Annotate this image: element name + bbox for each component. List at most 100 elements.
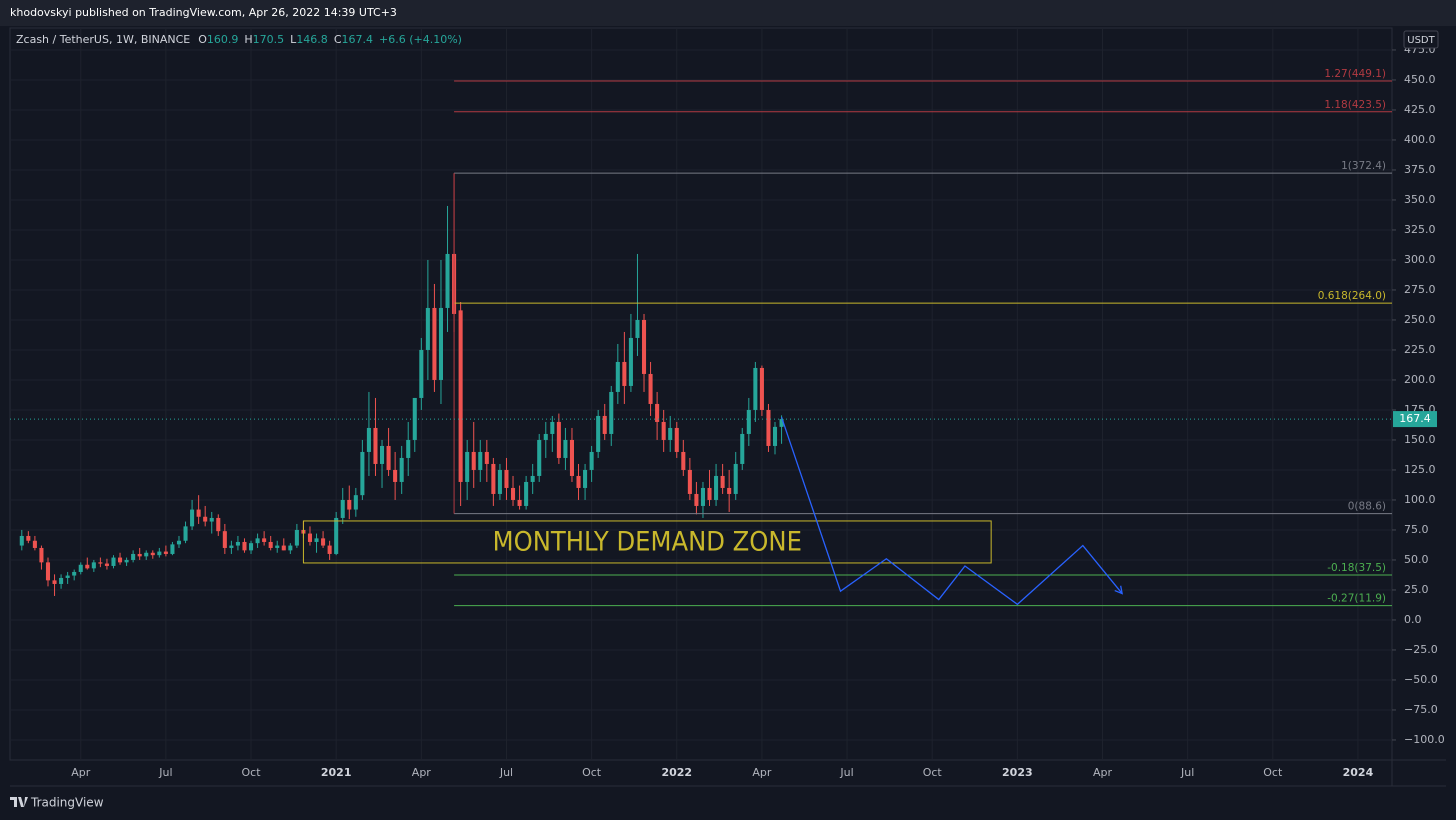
ohlc-value: 146.8	[296, 33, 328, 46]
candle-body	[589, 451, 594, 470]
candle-body	[576, 475, 581, 488]
candle-body	[176, 540, 182, 545]
candle-body	[727, 487, 732, 494]
currency-badge	[1403, 30, 1439, 49]
y-tick-label: 200.0	[1404, 373, 1436, 386]
candle-body	[118, 557, 123, 563]
candle-body	[78, 564, 83, 572]
x-tick-label: Jul	[839, 766, 853, 779]
pane	[9, 27, 1393, 761]
candle-body	[504, 469, 509, 488]
candle-body	[419, 349, 424, 398]
candle-body	[45, 562, 51, 581]
candle-body	[563, 439, 568, 458]
candle-body	[406, 439, 411, 458]
candle-body	[314, 538, 319, 542]
candle-body	[144, 552, 149, 557]
x-tick-label: Oct	[1263, 766, 1283, 779]
candle-body	[445, 253, 450, 308]
candle-body	[340, 499, 345, 518]
price-badge	[1393, 411, 1437, 428]
candle-body	[327, 545, 332, 554]
candle-body	[268, 541, 273, 548]
candle-body	[628, 337, 633, 386]
logo-mark	[10, 797, 28, 807]
candle-body	[288, 545, 293, 551]
candle-body	[393, 469, 398, 482]
fib-label: 0(88.6)	[1348, 501, 1386, 513]
y-tick-label: 375.0	[1404, 163, 1436, 176]
candle-body	[347, 499, 352, 510]
ohlc-value: 160.9	[207, 33, 239, 46]
candle-body	[366, 427, 371, 452]
overlay: 1.27(449.1) 1.18(423.5) 1(372.4) 0.618(264.…	[10, 68, 1437, 607]
candle-body	[471, 451, 476, 470]
candle-body	[720, 475, 725, 488]
candle-body	[491, 463, 496, 494]
fib-label: 1.27(449.1)	[1324, 68, 1386, 80]
x-tick-label: Jul	[158, 766, 172, 779]
x-tick-label: Apr	[71, 766, 91, 779]
x-tick-label: 2024	[1343, 766, 1374, 779]
ohlc-legend: O 160.9 H 170.5 L 146.8 C 167.4 +6.6 (+4.10%)	[198, 33, 462, 46]
candle-body	[635, 319, 640, 338]
y-tick-label: 450.0	[1404, 73, 1436, 86]
candle-body	[432, 307, 437, 380]
ohlc-value: 170.5	[253, 33, 285, 46]
candle-body	[131, 553, 136, 560]
candle-body	[157, 551, 162, 556]
candle-body	[59, 577, 64, 584]
candle-body	[484, 451, 489, 464]
candle-body	[687, 469, 692, 494]
y-tick-label: 400.0	[1404, 133, 1436, 146]
candle-body	[602, 415, 607, 434]
y-tick-label: 125.0	[1404, 463, 1436, 476]
ohlc-value: 167.4	[342, 33, 374, 46]
candle-body	[556, 421, 561, 458]
y-tick-label: −100.0	[1404, 733, 1445, 746]
brand: TradingView	[30, 796, 104, 810]
y-tick-label: −25.0	[1404, 643, 1438, 656]
candle-body	[668, 427, 673, 440]
y-tick-label: 150.0	[1404, 433, 1436, 446]
candle-body	[85, 564, 90, 569]
x-tick-label: Apr	[752, 766, 772, 779]
x-tick-label: Apr	[412, 766, 432, 779]
x-tick-label: 2023	[1002, 766, 1033, 779]
change: +6.6 (+4.10%)	[379, 33, 462, 46]
y-tick-label: −50.0	[1404, 673, 1438, 686]
candle-body	[137, 553, 142, 557]
candle-body	[478, 451, 483, 470]
candle-body	[510, 487, 516, 500]
y-tick-label: 300.0	[1404, 253, 1436, 266]
candle-body	[622, 361, 627, 386]
candle-body	[740, 433, 745, 464]
ohlc-key: L	[290, 33, 297, 46]
candle-body	[438, 307, 444, 380]
candle-body	[203, 516, 208, 522]
y-tick-label: 250.0	[1404, 313, 1436, 326]
ohlc-key: C	[334, 33, 342, 46]
candle-body	[65, 575, 70, 578]
demand-zone	[302, 520, 992, 564]
y-tick-label: 50.0	[1404, 553, 1429, 566]
candle-body	[222, 531, 227, 548]
candle-body	[307, 533, 313, 542]
candle-body	[733, 463, 738, 494]
candle-body	[26, 535, 31, 541]
candle-body	[681, 451, 686, 470]
candle-body	[196, 509, 201, 517]
candle-body	[596, 415, 601, 452]
price-label: 167.4	[1399, 412, 1431, 425]
candle-body	[707, 487, 712, 500]
y-tick-label: 325.0	[1404, 223, 1436, 236]
candle-body	[91, 562, 96, 569]
candle-body	[249, 543, 254, 551]
candle-body	[615, 361, 620, 392]
candle-body	[648, 373, 653, 404]
candle-body	[170, 544, 175, 554]
y-tick-label: 350.0	[1404, 193, 1436, 206]
candle-body	[353, 495, 358, 510]
y-tick-label: 0.0	[1404, 613, 1422, 626]
